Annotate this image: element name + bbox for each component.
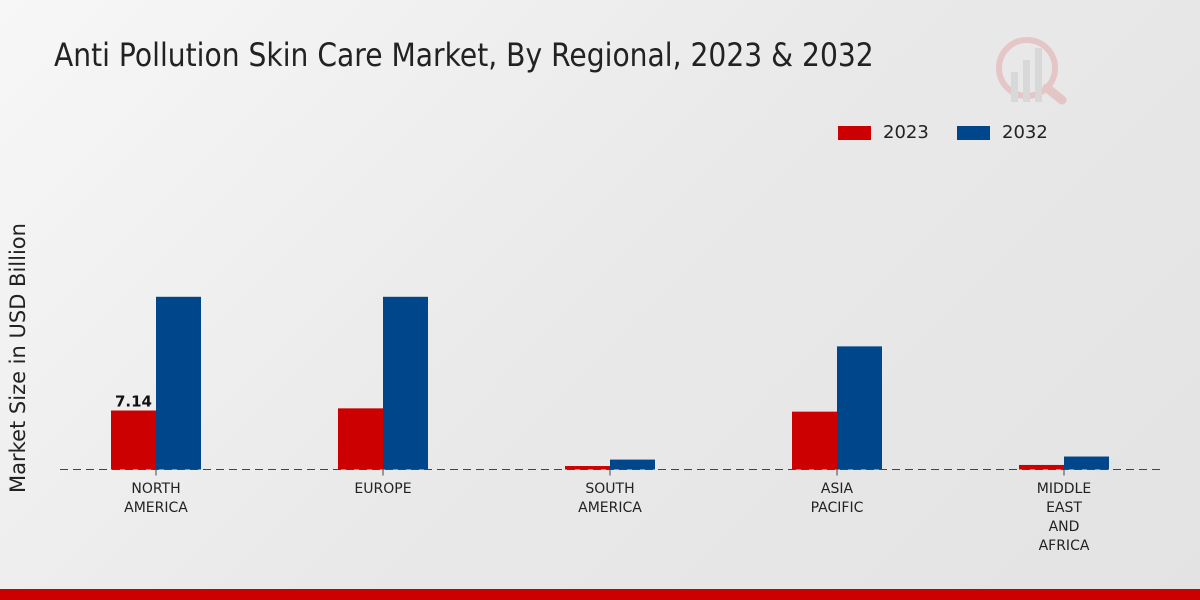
legend-swatch-2023	[838, 125, 871, 140]
bar-2032-4	[1064, 456, 1109, 470]
footer-bar	[0, 589, 1200, 600]
x-tick-label: EUROPE	[354, 481, 411, 497]
data-label: 7.14	[115, 393, 152, 411]
x-tick-label: MIDDLE EAST AND AFRICA	[1037, 481, 1091, 554]
bar-2023-4	[1019, 464, 1064, 470]
bar-2032-0	[156, 296, 201, 470]
bar-2023-1	[338, 408, 383, 470]
legend-label-2032: 2032	[1002, 122, 1048, 143]
bar-2023-0	[111, 410, 156, 470]
x-tick-label: NORTH AMERICA	[124, 481, 188, 516]
bar-2032-1	[383, 296, 428, 470]
legend-item-2032: 2032	[957, 122, 1048, 143]
chart-title: Anti Pollution Skin Care Market, By Regi…	[54, 36, 874, 74]
bar-2023-2	[565, 466, 610, 470]
legend-swatch-2032	[957, 125, 990, 140]
x-tick-label: ASIA PACIFIC	[811, 481, 864, 516]
legend-item-2023: 2023	[838, 122, 929, 143]
x-tick-label: SOUTH AMERICA	[578, 481, 642, 516]
bar-2032-3	[837, 346, 882, 470]
bar-2023-3	[792, 411, 837, 470]
bar-2032-2	[610, 459, 655, 470]
legend-label-2023: 2023	[883, 122, 929, 143]
